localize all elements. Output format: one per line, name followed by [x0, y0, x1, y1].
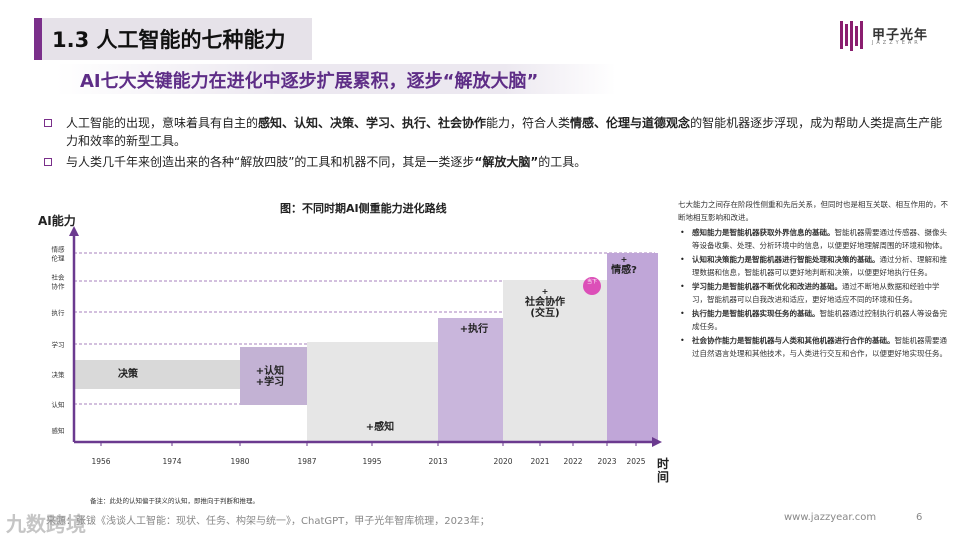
x-tick-label: 2023 — [597, 457, 616, 466]
x-tick-label: 2025 — [626, 457, 645, 466]
x-tick-label: 1974 — [162, 457, 181, 466]
bullet-1-segment: 的智能机器逐步浮现，成为帮助人类提高生产能力和效率的新型工具。 — [66, 116, 943, 148]
notes-intro: 七大能力之间存在阶段性侧重和先后关系，但同时也是相互关联、相互作用的，不断地相互… — [678, 200, 948, 222]
page-subtitle: AI七大关键能力在进化中逐步扩展累积，逐步“解放大脑” — [80, 71, 539, 92]
notes-item: 社会协作能力是智能机器与人类和其他机器进行合作的基础。智能机器需要通过自然语言处… — [678, 334, 948, 360]
x-tick-label: 1980 — [230, 457, 249, 466]
jazzyear-logo-icon — [840, 21, 863, 51]
y-tick-label: 认知 — [52, 400, 65, 409]
y-tick-label: 执行 — [52, 308, 66, 317]
stage-label: 决策 — [88, 369, 168, 380]
stage-bar — [438, 318, 503, 442]
x-tick-label: 1987 — [297, 457, 316, 466]
title-accent-bar — [34, 18, 42, 60]
y-tick-label: 社会 — [52, 273, 66, 282]
page-title: 1.3 人工智能的七种能力 — [52, 28, 286, 52]
bullet-1-segment: 情感、伦理与道德观念 — [570, 116, 691, 130]
stage-label-line: +执行 — [459, 324, 489, 335]
subtitle-band — [56, 64, 616, 94]
bullet-1-segment: 人工智能的出现，意味着具有自主的 — [66, 116, 259, 130]
x-tick-label: 2022 — [563, 457, 582, 466]
stage-label-line: 社会协作 — [525, 297, 565, 308]
website-link[interactable]: www.jazzyear.com — [784, 512, 877, 523]
y-axis-arrow-icon — [69, 226, 79, 236]
current-badge: 当下 — [583, 277, 601, 295]
notes-item: 认知和决策能力是智能机器进行智能处理和决策的基础。通过分析、理解和推理数据和信息… — [678, 253, 948, 279]
bullet-2-segment: 的工具。 — [538, 155, 587, 169]
notes-item-text: 智能机器通过控制执行机器人等设备完成任务。 — [692, 309, 947, 331]
bullet-1-text: 人工智能的出现，意味着具有自主的感知、认知、决策、学习、执行、社会协作能力，符合… — [66, 114, 946, 150]
bullet-2-segment: 与人类几千年来创造出来的各种“解放四肢”的工具和机器不同，其是一类逐步 — [66, 155, 475, 169]
square-bullet-icon — [44, 158, 52, 166]
notes-item-bold: 执行能力是智能机器实现任务的基础。 — [692, 309, 820, 318]
x-axis-arrow-icon — [652, 437, 662, 447]
logo-subtext: JAZZYEAR — [872, 40, 921, 46]
y-tick-label: 决策 — [52, 370, 66, 379]
stage-label-line: + — [541, 287, 549, 296]
page-number: 6 — [916, 512, 923, 523]
notes-item-bold: 社会协作能力是智能机器与人类和其他机器进行合作的基础。 — [692, 336, 895, 345]
title-box: 1.3 人工智能的七种能力 — [42, 18, 312, 60]
notes-item-text: 智能机器需要通过传感器、摄像头等设备收集、处理、分析环境中的信息，以便更好地理解… — [692, 228, 947, 250]
source-citation: 来源：张钹《浅谈人工智能：现状、任务、构架与统一》，ChatGPT，甲子光年智库… — [46, 516, 490, 527]
footnote: 备注：此处的认知偏于狭义的认知，即推向于判断和推理。 — [90, 497, 259, 505]
y-tick-label: 协作 — [52, 282, 66, 291]
x-tick-label: 2013 — [428, 457, 447, 466]
notes-item-bold: 认知和决策能力是智能机器进行智能处理和决策的基础。 — [692, 255, 880, 264]
bullet-2-text: 与人类几千年来创造出来的各种“解放四肢”的工具和机器不同，其是一类逐步“解放大脑… — [66, 153, 946, 171]
stage-bar — [74, 360, 240, 389]
x-tick-label: 1995 — [362, 457, 381, 466]
notes-item: 学习能力是智能机器不断优化和改进的基础。通过不断地从数据和经验中学习，智能机器可… — [678, 280, 948, 306]
stage-bar — [307, 342, 438, 442]
square-bullet-icon — [44, 119, 52, 127]
stage-label-line: 情感? — [611, 265, 637, 276]
chart-x-axis-title: 时间 — [657, 457, 670, 484]
y-tick-label: 学习 — [52, 340, 65, 349]
notes-panel: 七大能力之间存在阶段性侧重和先后关系，但同时也是相互关联、相互作用的，不断地相互… — [678, 198, 948, 361]
bullet-2-segment: “解放大脑” — [474, 155, 539, 169]
notes-item-text: 智能机器需要通过自然语言处理和其他技术，与人类进行交互和合作，以便更好地实现任务… — [692, 336, 947, 358]
notes-item: 感知能力是智能机器获取外界信息的基础。智能机器需要通过传感器、摄像头等设备收集、… — [678, 226, 948, 252]
x-tick-label: 2020 — [493, 457, 512, 466]
stage-label-line: 决策 — [118, 369, 138, 380]
notes-list: 感知能力是智能机器获取外界信息的基础。智能机器需要通过传感器、摄像头等设备收集、… — [678, 226, 948, 360]
stage-label-line: +感知 — [365, 422, 395, 433]
chart-y-axis-title: AI能力 — [38, 214, 76, 228]
watermark: 九数跨境 — [6, 512, 86, 536]
notes-item-bold: 感知能力是智能机器获取外界信息的基础。 — [692, 228, 835, 237]
stage-bar — [607, 253, 658, 442]
notes-item-text: 通过不断地从数据和经验中学习，智能机器可以自我改进和适应，更好地适应不同的环境和… — [692, 282, 940, 304]
logo-text: 甲子光年 — [872, 28, 929, 43]
stage-label: + 社会协作 (交互) — [505, 286, 585, 319]
stage-label-line: + — [620, 255, 628, 264]
notes-item-text: 通过分析、理解和推理数据和信息，智能机器可以更好地判断和决策，以便更好地执行任务… — [692, 255, 947, 277]
y-tick-label: 感知 — [52, 426, 65, 435]
notes-item: 执行能力是智能机器实现任务的基础。智能机器通过控制执行机器人等设备完成任务。 — [678, 307, 948, 333]
chart-title: 图：不同时期AI侧重能力进化路线 — [280, 202, 447, 215]
y-tick-label: 情感 — [52, 245, 66, 254]
stage-label-line: +学习 — [255, 377, 285, 388]
stage-label-line: (交互) — [530, 308, 560, 319]
stage-label: +认知 +学习 — [230, 366, 310, 388]
stage-bar — [240, 347, 307, 405]
stage-label: +感知 — [340, 422, 420, 433]
notes-item-bold: 学习能力是智能机器不断优化和改进的基础。 — [692, 282, 842, 291]
stage-bar — [503, 280, 607, 442]
x-tick-label: 2021 — [530, 457, 549, 466]
bullet-1-segment: 能力，符合人类 — [486, 116, 571, 130]
y-tick-label: 伦理 — [52, 254, 66, 263]
bullet-1-segment: 感知、认知、决策、学习、执行、社会协作 — [258, 116, 487, 130]
stage-label: +执行 — [434, 324, 514, 335]
x-tick-label: 1956 — [91, 457, 110, 466]
stage-label-line: +认知 — [255, 366, 285, 377]
stage-label: + 情感? — [584, 254, 664, 276]
